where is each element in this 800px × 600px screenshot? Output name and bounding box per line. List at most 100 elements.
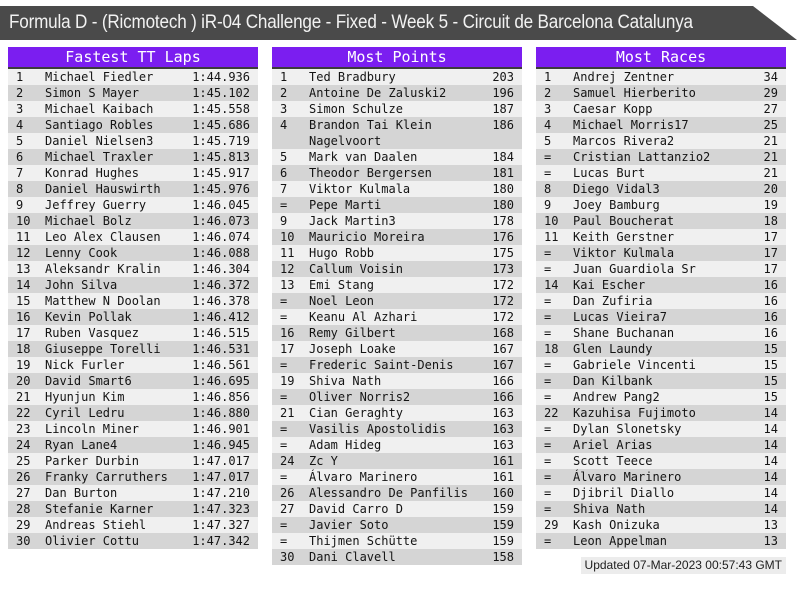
- row-value: 172: [492, 294, 514, 308]
- row-value: 163: [492, 438, 514, 452]
- row-driver-name: Dylan Slonetsky: [573, 422, 682, 436]
- row-rank: 28: [16, 502, 31, 516]
- row-driver-name: Jeffrey Guerry: [45, 198, 147, 212]
- row-driver-name: Oliver Norris2: [309, 390, 411, 404]
- row-driver-name: Andrej Zentner: [573, 70, 675, 84]
- row-rank: 19: [280, 374, 295, 388]
- row-value: 159: [492, 534, 514, 548]
- row-value: 1:47.210: [192, 486, 250, 500]
- table-row: 15 Matthew N Doolan 1:46.378: [8, 293, 258, 309]
- row-rank: 12: [16, 246, 31, 260]
- table-row: 24 Ryan Lane4 1:46.945: [8, 437, 258, 453]
- row-rank: =: [544, 454, 552, 468]
- row-value: 1:46.088: [192, 246, 250, 260]
- table-row: 12 Callum Voisin 173: [272, 261, 522, 277]
- row-driver-name: Mauricio Moreira: [309, 230, 425, 244]
- table-row: = Javier Soto 159: [272, 517, 522, 533]
- row-rank: 5: [16, 134, 24, 148]
- row-rank: 3: [16, 102, 24, 116]
- row-rank: 19: [16, 358, 31, 372]
- table-row: 20 David Smart6 1:46.695: [8, 373, 258, 389]
- row-rank: 6: [16, 150, 24, 164]
- table-row: = Shane Buchanan 16: [536, 325, 786, 341]
- row-driver-name: Shiva Nath: [573, 502, 646, 516]
- row-rank: 13: [16, 262, 31, 276]
- row-rank: 24: [16, 438, 31, 452]
- table-rows: 1 Michael Fiedler 1:44.936 2 Simon S May…: [8, 69, 258, 549]
- row-driver-name: Michael Fiedler: [45, 70, 154, 84]
- table-row: 26 Alessandro De Panfilis 160: [272, 485, 522, 501]
- table-row: 10 Mauricio Moreira 176: [272, 229, 522, 245]
- row-rank: 1: [16, 70, 24, 84]
- row-value: 18: [763, 214, 778, 228]
- row-value: 16: [763, 294, 778, 308]
- row-rank: 8: [16, 182, 24, 196]
- table-row: 7 Viktor Kulmala 180: [272, 181, 522, 197]
- row-rank: 8: [544, 182, 552, 196]
- row-driver-name: Shane Buchanan: [573, 326, 675, 340]
- row-value: 21: [763, 134, 778, 148]
- row-value: 159: [492, 518, 514, 532]
- row-rank: 17: [280, 342, 295, 356]
- row-rank: =: [280, 358, 288, 372]
- table-row: = Lucas Vieira7 16: [536, 309, 786, 325]
- table-row: 3 Caesar Kopp 27: [536, 101, 786, 117]
- table-row: 10 Paul Boucherat 18: [536, 213, 786, 229]
- row-value: 203: [492, 70, 514, 84]
- row-driver-name: Daniel Hauswirth: [45, 182, 161, 196]
- row-value: 17: [763, 230, 778, 244]
- row-value: 180: [492, 198, 514, 212]
- row-rank: 2: [544, 86, 552, 100]
- row-rank: =: [280, 518, 288, 532]
- row-driver-name: Hyunjun Kim: [45, 390, 125, 404]
- table-row: 24 Zc Y 161: [272, 453, 522, 469]
- row-rank: 17: [16, 326, 31, 340]
- row-driver-name: Brandon Tai Klein Nagelvoort: [309, 118, 432, 148]
- table-row: 1 Michael Fiedler 1:44.936: [8, 69, 258, 85]
- row-value: 14: [763, 422, 778, 436]
- row-value: 25: [763, 118, 778, 132]
- row-rank: 29: [544, 518, 559, 532]
- row-rank: 25: [16, 454, 31, 468]
- table-row: = Viktor Kulmala 17: [536, 245, 786, 261]
- row-value: 172: [492, 278, 514, 292]
- row-driver-name: Stefanie Karner: [45, 502, 154, 516]
- table-row: = Scott Teece 14: [536, 453, 786, 469]
- table-row: 19 Shiva Nath 166: [272, 373, 522, 389]
- row-value: 161: [492, 470, 514, 484]
- table-row: = Frederic Saint-Denis 167: [272, 357, 522, 373]
- row-rank: =: [544, 166, 552, 180]
- row-rank: =: [544, 150, 552, 164]
- row-rank: 24: [280, 454, 295, 468]
- row-value: 21: [763, 150, 778, 164]
- row-value: 186: [492, 118, 514, 132]
- table-most-races: Most Races 1 Andrej Zentner 34 2 Samuel …: [536, 47, 786, 549]
- row-rank: =: [544, 438, 552, 452]
- row-value: 1:45.719: [192, 134, 250, 148]
- table-row: 27 David Carro D 159: [272, 501, 522, 517]
- row-value: 167: [492, 358, 514, 372]
- row-value: 21: [763, 166, 778, 180]
- row-driver-name: Ariel Arias: [573, 438, 653, 452]
- table-row: = Noel Leon 172: [272, 293, 522, 309]
- table-title: Most Points: [272, 47, 522, 69]
- row-driver-name: Michael Bolz: [45, 214, 132, 228]
- row-value: 16: [763, 310, 778, 324]
- row-rank: =: [544, 374, 552, 388]
- table-row: = Ariel Arias 14: [536, 437, 786, 453]
- row-rank: 26: [16, 470, 31, 484]
- table-row: 17 Joseph Loake 167: [272, 341, 522, 357]
- row-rank: 14: [16, 278, 31, 292]
- row-value: 1:47.327: [192, 518, 250, 532]
- table-row: 4 Michael Morris17 25: [536, 117, 786, 133]
- row-driver-name: Franky Carruthers: [45, 470, 168, 484]
- row-rank: =: [544, 326, 552, 340]
- row-value: 173: [492, 262, 514, 276]
- table-row: 1 Ted Bradbury 203: [272, 69, 522, 85]
- row-rank: 5: [544, 134, 552, 148]
- row-rank: 13: [280, 278, 295, 292]
- row-driver-name: Matthew N Doolan: [45, 294, 161, 308]
- row-value: 15: [763, 342, 778, 356]
- row-rank: 10: [544, 214, 559, 228]
- row-rank: 2: [16, 86, 24, 100]
